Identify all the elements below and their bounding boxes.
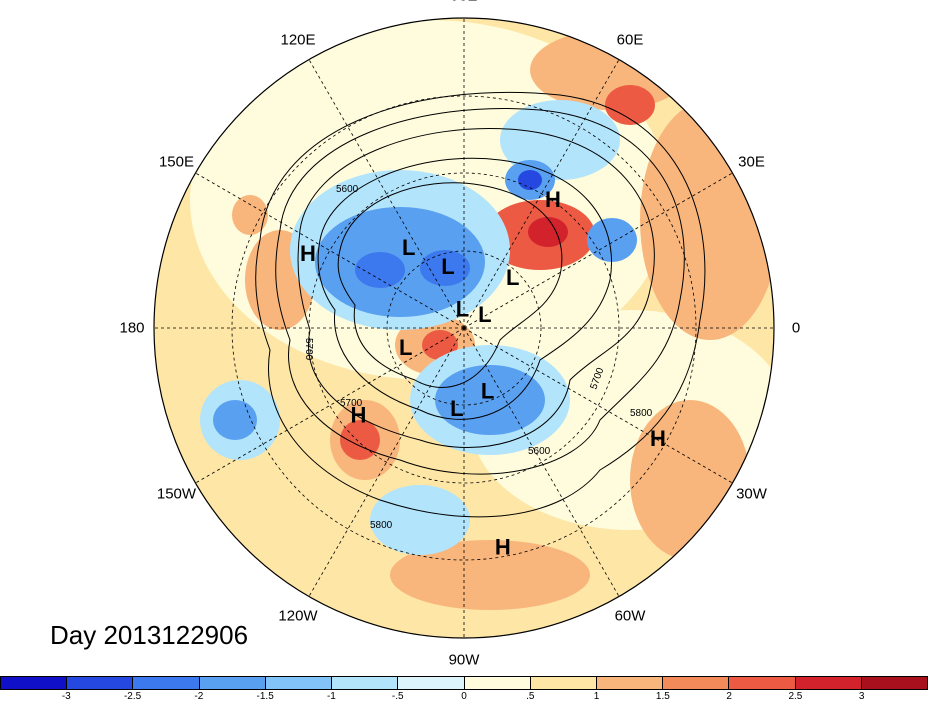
- colorbar-tick-label: -1.5: [256, 691, 274, 702]
- contour-5700: [275, 108, 685, 475]
- field-cold: [420, 250, 470, 286]
- colorbar-segment: [861, 677, 928, 689]
- high-pressure-marker: H: [545, 187, 561, 212]
- field-cool: [370, 485, 470, 555]
- colorbar-tick-label: 3: [858, 691, 865, 702]
- high-pressure-marker: H: [495, 534, 511, 559]
- map-title: Day 2013122906: [50, 620, 249, 650]
- meridian-line: [195, 172, 465, 329]
- colorbar-segment: [464, 677, 531, 689]
- colorbar: [0, 676, 928, 690]
- field-very-cold: [518, 170, 542, 190]
- colorbar-segment: [133, 677, 200, 689]
- contour-label: 5800: [370, 520, 393, 531]
- contour-label: 5700: [340, 398, 363, 409]
- contour-label: 5600: [528, 446, 551, 457]
- lat-circle: [386, 250, 542, 406]
- colorbar-tick-label: .5: [526, 691, 535, 702]
- contour-label: 5600: [336, 184, 359, 195]
- field-cold: [435, 365, 545, 435]
- field-hot: [605, 85, 655, 125]
- colorbar-tick-label: -1: [326, 691, 336, 702]
- low-pressure-marker: L: [399, 335, 412, 360]
- meridian-line: [463, 172, 733, 329]
- meridian-lines: [154, 18, 774, 638]
- contour-5600: [297, 128, 655, 448]
- high-pressure-marker: H: [351, 402, 367, 427]
- low-pressure-marker: L: [441, 254, 454, 279]
- meridian-line: [308, 59, 465, 329]
- field-warm: [640, 100, 774, 340]
- meridian-line: [463, 327, 733, 484]
- colorbar-tick-label: -.5: [391, 691, 404, 702]
- field-warm: [630, 400, 750, 560]
- lat-circle: [308, 172, 620, 484]
- low-pressure-marker: L: [450, 396, 463, 421]
- longitude-label: 120W: [278, 607, 318, 625]
- contour-5500: [317, 157, 612, 420]
- colorbar-tick-label: 1.5: [655, 691, 670, 702]
- longitude-label: 30W: [736, 485, 767, 503]
- map-border: [153, 17, 775, 639]
- colorbar-segment: [729, 677, 796, 689]
- contour-label: 5800: [630, 408, 653, 419]
- longitude-label: 180: [119, 319, 145, 337]
- field-hot: [422, 330, 458, 360]
- geopotential-contours: [255, 91, 706, 518]
- contour-5800: [255, 91, 706, 518]
- colorbar-segment: [663, 677, 730, 689]
- colorbar-segment: [398, 677, 465, 689]
- colorbar-segment: [332, 677, 399, 689]
- colorbar-tick-label: 2: [726, 691, 732, 702]
- colorbar-tick-label: -3: [61, 691, 71, 702]
- colorbar-segment: [530, 677, 597, 689]
- longitude-label: 60W: [614, 607, 646, 625]
- contour-5400: [337, 182, 563, 388]
- colorbar-tick-label: -2.5: [123, 691, 142, 702]
- colorbar-segment: [1, 677, 68, 689]
- low-pressure-marker: L: [478, 302, 491, 327]
- field-warm: [232, 195, 268, 235]
- high-pressure-marker: H: [650, 426, 666, 451]
- longitude-label: 150W: [156, 485, 197, 503]
- contour-label: 5700: [303, 338, 314, 361]
- longitude-label: 0: [791, 319, 801, 337]
- meridian-line: [308, 327, 465, 597]
- longitude-label: 30E: [738, 153, 765, 171]
- field-warm: [390, 540, 590, 610]
- field-very-hot: [528, 217, 568, 247]
- longitude-label: 60E: [616, 31, 644, 49]
- colorbar-segment: [795, 677, 862, 689]
- field-cold: [355, 252, 405, 288]
- field-cold: [213, 400, 257, 440]
- longitude-label: 120E: [280, 31, 316, 49]
- colorbar-tick-label: 2.5: [788, 691, 803, 702]
- colorbar-tick-label: 0: [461, 691, 467, 702]
- meridian-line: [463, 327, 620, 597]
- longitude-label: 150E: [158, 153, 194, 171]
- colorbar-segment: [67, 677, 134, 689]
- graticule: [154, 18, 774, 638]
- meridian-line: [463, 59, 620, 329]
- field-cold: [587, 218, 637, 262]
- colorbar-segment: [199, 677, 266, 689]
- lat-circle: [231, 95, 697, 561]
- low-pressure-marker: L: [506, 265, 519, 290]
- colorbar-tick-label: 1: [593, 691, 600, 702]
- low-pressure-marker: L: [481, 379, 494, 404]
- low-pressure-marker: L: [456, 297, 469, 322]
- meridian-line: [195, 327, 465, 484]
- colorbar-segment: [596, 677, 664, 689]
- longitude-label: 90E: [451, 0, 478, 5]
- low-pressure-marker: L: [402, 235, 415, 260]
- longitude-label: 90W: [448, 651, 480, 669]
- high-pressure-marker: H: [300, 241, 316, 266]
- colorbar-segment: [265, 677, 333, 689]
- colorbar-tick-label: -2: [194, 691, 204, 702]
